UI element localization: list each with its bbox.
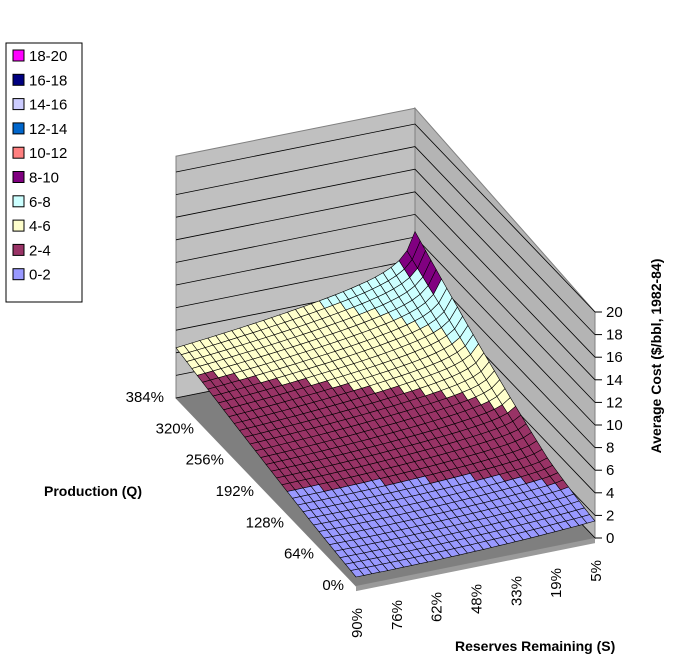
z-tick-label: 8 [606, 440, 614, 457]
z-tick-label: 4 [606, 485, 614, 502]
gridline [175, 213, 596, 403]
y-tick-label: 0% [322, 577, 344, 594]
legend-label: 18-20 [29, 48, 67, 65]
z-tick-label: 10 [606, 417, 623, 434]
z-tick-label: 14 [606, 372, 623, 389]
legend-swatch [12, 73, 25, 86]
legend-label: 8-10 [29, 170, 59, 187]
legend-label: 6-8 [29, 194, 51, 211]
legend-swatch [12, 171, 25, 183]
legend-label: 2-4 [29, 242, 51, 259]
y-tick-label: 320% [156, 420, 194, 437]
x-axis-title: Reserves Remaining (S) [455, 638, 615, 654]
x-tick-label: 48% [469, 584, 486, 614]
floor-front-edge [356, 538, 595, 592]
y-tick-label: 256% [186, 452, 224, 469]
gridline [175, 123, 596, 313]
z-tick-label: 6 [606, 462, 614, 479]
y-tick-label: 128% [246, 514, 284, 531]
x-tick-label: 76% [389, 600, 406, 630]
legend-label: 4-6 [29, 218, 51, 235]
legend-label: 14-16 [29, 97, 67, 114]
gridline [175, 191, 596, 381]
y-tick-label: 192% [216, 483, 254, 500]
surface-cell [581, 514, 596, 524]
y-tick-label: 384% [126, 389, 164, 406]
legend-label: 12-14 [29, 121, 67, 138]
gridline [175, 146, 596, 335]
x-tick-label: 62% [429, 592, 446, 622]
axes: 0 2 4 6 8 10 12 14 16 18 20 90% 76% 62% 48% 33% 19% 5% 0% 6… [126, 304, 623, 638]
z-tick-label: 12 [606, 394, 623, 411]
legend-swatch [12, 146, 25, 159]
cost-surface [175, 230, 596, 578]
x-tick-label: 33% [508, 576, 525, 606]
x-tick-label: 5% [588, 560, 605, 582]
z-tick-label: 16 [606, 349, 623, 366]
x-tick-label: 90% [349, 608, 366, 638]
z-axis-title: Average Cost ($/bbl, 1982-84) [648, 259, 664, 454]
legend-label: 10-12 [29, 145, 67, 162]
legend-swatch [12, 219, 25, 232]
legend-swatch [12, 195, 25, 208]
y-tick-label: 64% [284, 546, 314, 563]
gridline [175, 168, 596, 358]
legend-swatch [12, 243, 25, 256]
legend-swatch [12, 268, 25, 281]
legend-label: 0-2 [29, 267, 51, 284]
z-tick-label: 0 [606, 530, 614, 547]
x-tick-label: 19% [548, 568, 565, 598]
legend-swatch [12, 49, 25, 62]
legend: 18-20 16-18 14-16 12-14 10-12 8-10 6-8 4-6 2-4 0-… [5, 42, 83, 303]
legend-label: 16-18 [29, 72, 67, 89]
z-tick-label: 2 [606, 507, 614, 524]
y-axis-title: Production (Q) [44, 483, 142, 499]
z-tick-label: 18 [606, 327, 623, 344]
legend-swatch [12, 122, 25, 135]
z-tick-label: 20 [606, 304, 623, 321]
legend-swatch [12, 98, 25, 111]
